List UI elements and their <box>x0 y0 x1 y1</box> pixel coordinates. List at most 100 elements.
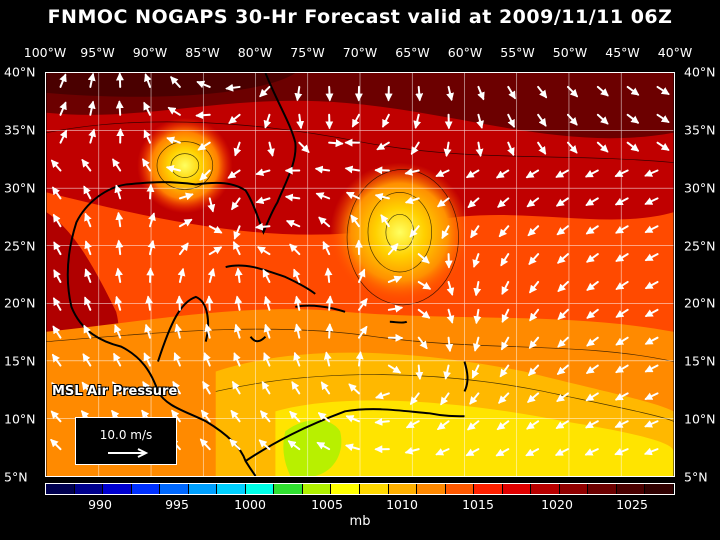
latitude-label-left: 25°N <box>4 238 36 254</box>
wind-arrow <box>322 240 331 256</box>
reference-vector-box: 10.0 m/s <box>75 417 177 465</box>
wind-arrow <box>84 268 92 283</box>
wind-arrow <box>446 280 455 296</box>
wind-arrow <box>496 420 510 431</box>
longitude-label: 95°W <box>80 45 115 60</box>
wind-arrow <box>260 410 271 423</box>
wind-arrow <box>596 141 609 153</box>
colorbar-swatch <box>616 484 646 494</box>
wind-arrow <box>234 295 243 311</box>
wind-arrow <box>586 336 599 347</box>
wind-arrow <box>557 253 569 264</box>
longitude-label: 80°W <box>237 45 273 60</box>
wind-arrow <box>614 392 629 401</box>
wind-arrow <box>293 268 301 283</box>
wind-arrow <box>263 113 272 129</box>
wind-arrow <box>467 197 480 208</box>
wind-arrow <box>626 85 640 96</box>
longitude-label: 45°W <box>605 45 640 60</box>
wind-arrow <box>200 409 211 423</box>
wind-arrow <box>115 267 123 283</box>
wind-arrow <box>314 165 331 174</box>
longitude-label: 65°W <box>395 45 430 60</box>
wind-arrow <box>626 113 640 124</box>
wind-arrow <box>614 169 629 178</box>
wind-arrow <box>417 308 431 319</box>
wind-arrow <box>410 141 420 155</box>
wind-arrow <box>501 308 510 323</box>
wind-arrow <box>195 111 211 120</box>
wind-arrow <box>525 169 540 179</box>
wind-arrow <box>231 197 241 211</box>
wind-arrow <box>177 267 186 283</box>
colorbar-swatch <box>103 484 132 494</box>
wind-arrow <box>495 169 510 179</box>
wind-arrow <box>287 440 301 451</box>
wind-arrow <box>178 242 189 256</box>
wind-arrow <box>233 225 241 240</box>
wind-arrow <box>82 353 92 367</box>
wind-arrow <box>529 308 540 322</box>
colorbar-swatch <box>645 484 675 494</box>
wind-arrow <box>497 197 510 208</box>
wind-arrow <box>557 336 569 348</box>
wind-arrow <box>499 364 510 378</box>
colorbar-unit: mb <box>349 514 371 529</box>
wind-arrow <box>234 267 243 283</box>
wind-arrow <box>441 225 450 240</box>
colorbar-swatch <box>360 484 389 494</box>
wind-arrow <box>529 280 540 294</box>
wind-arrow <box>173 352 181 367</box>
wind-arrow <box>296 113 305 130</box>
wind-arrow <box>84 212 92 228</box>
wind-arrow <box>263 295 272 311</box>
wind-arrow <box>643 447 659 456</box>
wind-arrow <box>584 169 599 178</box>
wind-arrow <box>294 295 302 311</box>
colorbar-swatch <box>46 484 75 494</box>
colorbar-swatch <box>131 484 161 494</box>
colorbar-swatch <box>417 484 446 494</box>
wind-arrow <box>59 101 67 116</box>
latitude-label-right: 30°N <box>684 180 716 196</box>
wind-arrow <box>225 83 241 92</box>
wind-arrow <box>526 197 540 208</box>
wind-arrow <box>87 100 96 116</box>
colorbar-swatch <box>331 484 361 494</box>
wind-arrow <box>284 193 301 202</box>
wind-arrow <box>473 280 482 297</box>
wind-arrow <box>498 225 510 238</box>
wind-arrow <box>526 420 540 430</box>
colorbar-label: 1005 <box>311 497 343 512</box>
wind-arrow <box>233 352 241 367</box>
wind-arrow <box>52 186 62 200</box>
wind-arrow <box>204 323 212 339</box>
latitude-label-left: 15°N <box>4 353 36 369</box>
wind-arrow <box>527 225 540 237</box>
wind-arrow <box>436 420 450 430</box>
wind-arrow <box>566 113 578 126</box>
wind-arrow <box>232 241 241 256</box>
reference-vector-label: 10.0 m/s <box>99 428 153 442</box>
longitude-label: 100°W <box>23 45 67 60</box>
wind-arrow <box>471 364 480 379</box>
wind-arrow <box>171 409 181 423</box>
wind-arrow <box>167 106 181 116</box>
wind-arrow <box>255 168 271 177</box>
wind-arrow <box>263 323 272 339</box>
wind-arrow <box>115 211 124 228</box>
low-gulf <box>137 117 233 214</box>
wind-arrow <box>175 295 184 311</box>
colorbar-label: 1000 <box>234 497 266 512</box>
colorbar-swatch <box>445 484 475 494</box>
wind-arrow <box>285 219 301 228</box>
wind-arrow <box>557 280 569 292</box>
wind-arrow <box>557 308 569 320</box>
colorbar-swatch <box>302 484 332 494</box>
wind-arrow <box>374 417 390 426</box>
wind-arrow <box>50 159 62 172</box>
wind-arrow <box>446 85 454 102</box>
wind-arrow <box>498 392 510 404</box>
latitude-label-left: 20°N <box>4 295 36 311</box>
wind-arrow <box>404 168 420 176</box>
